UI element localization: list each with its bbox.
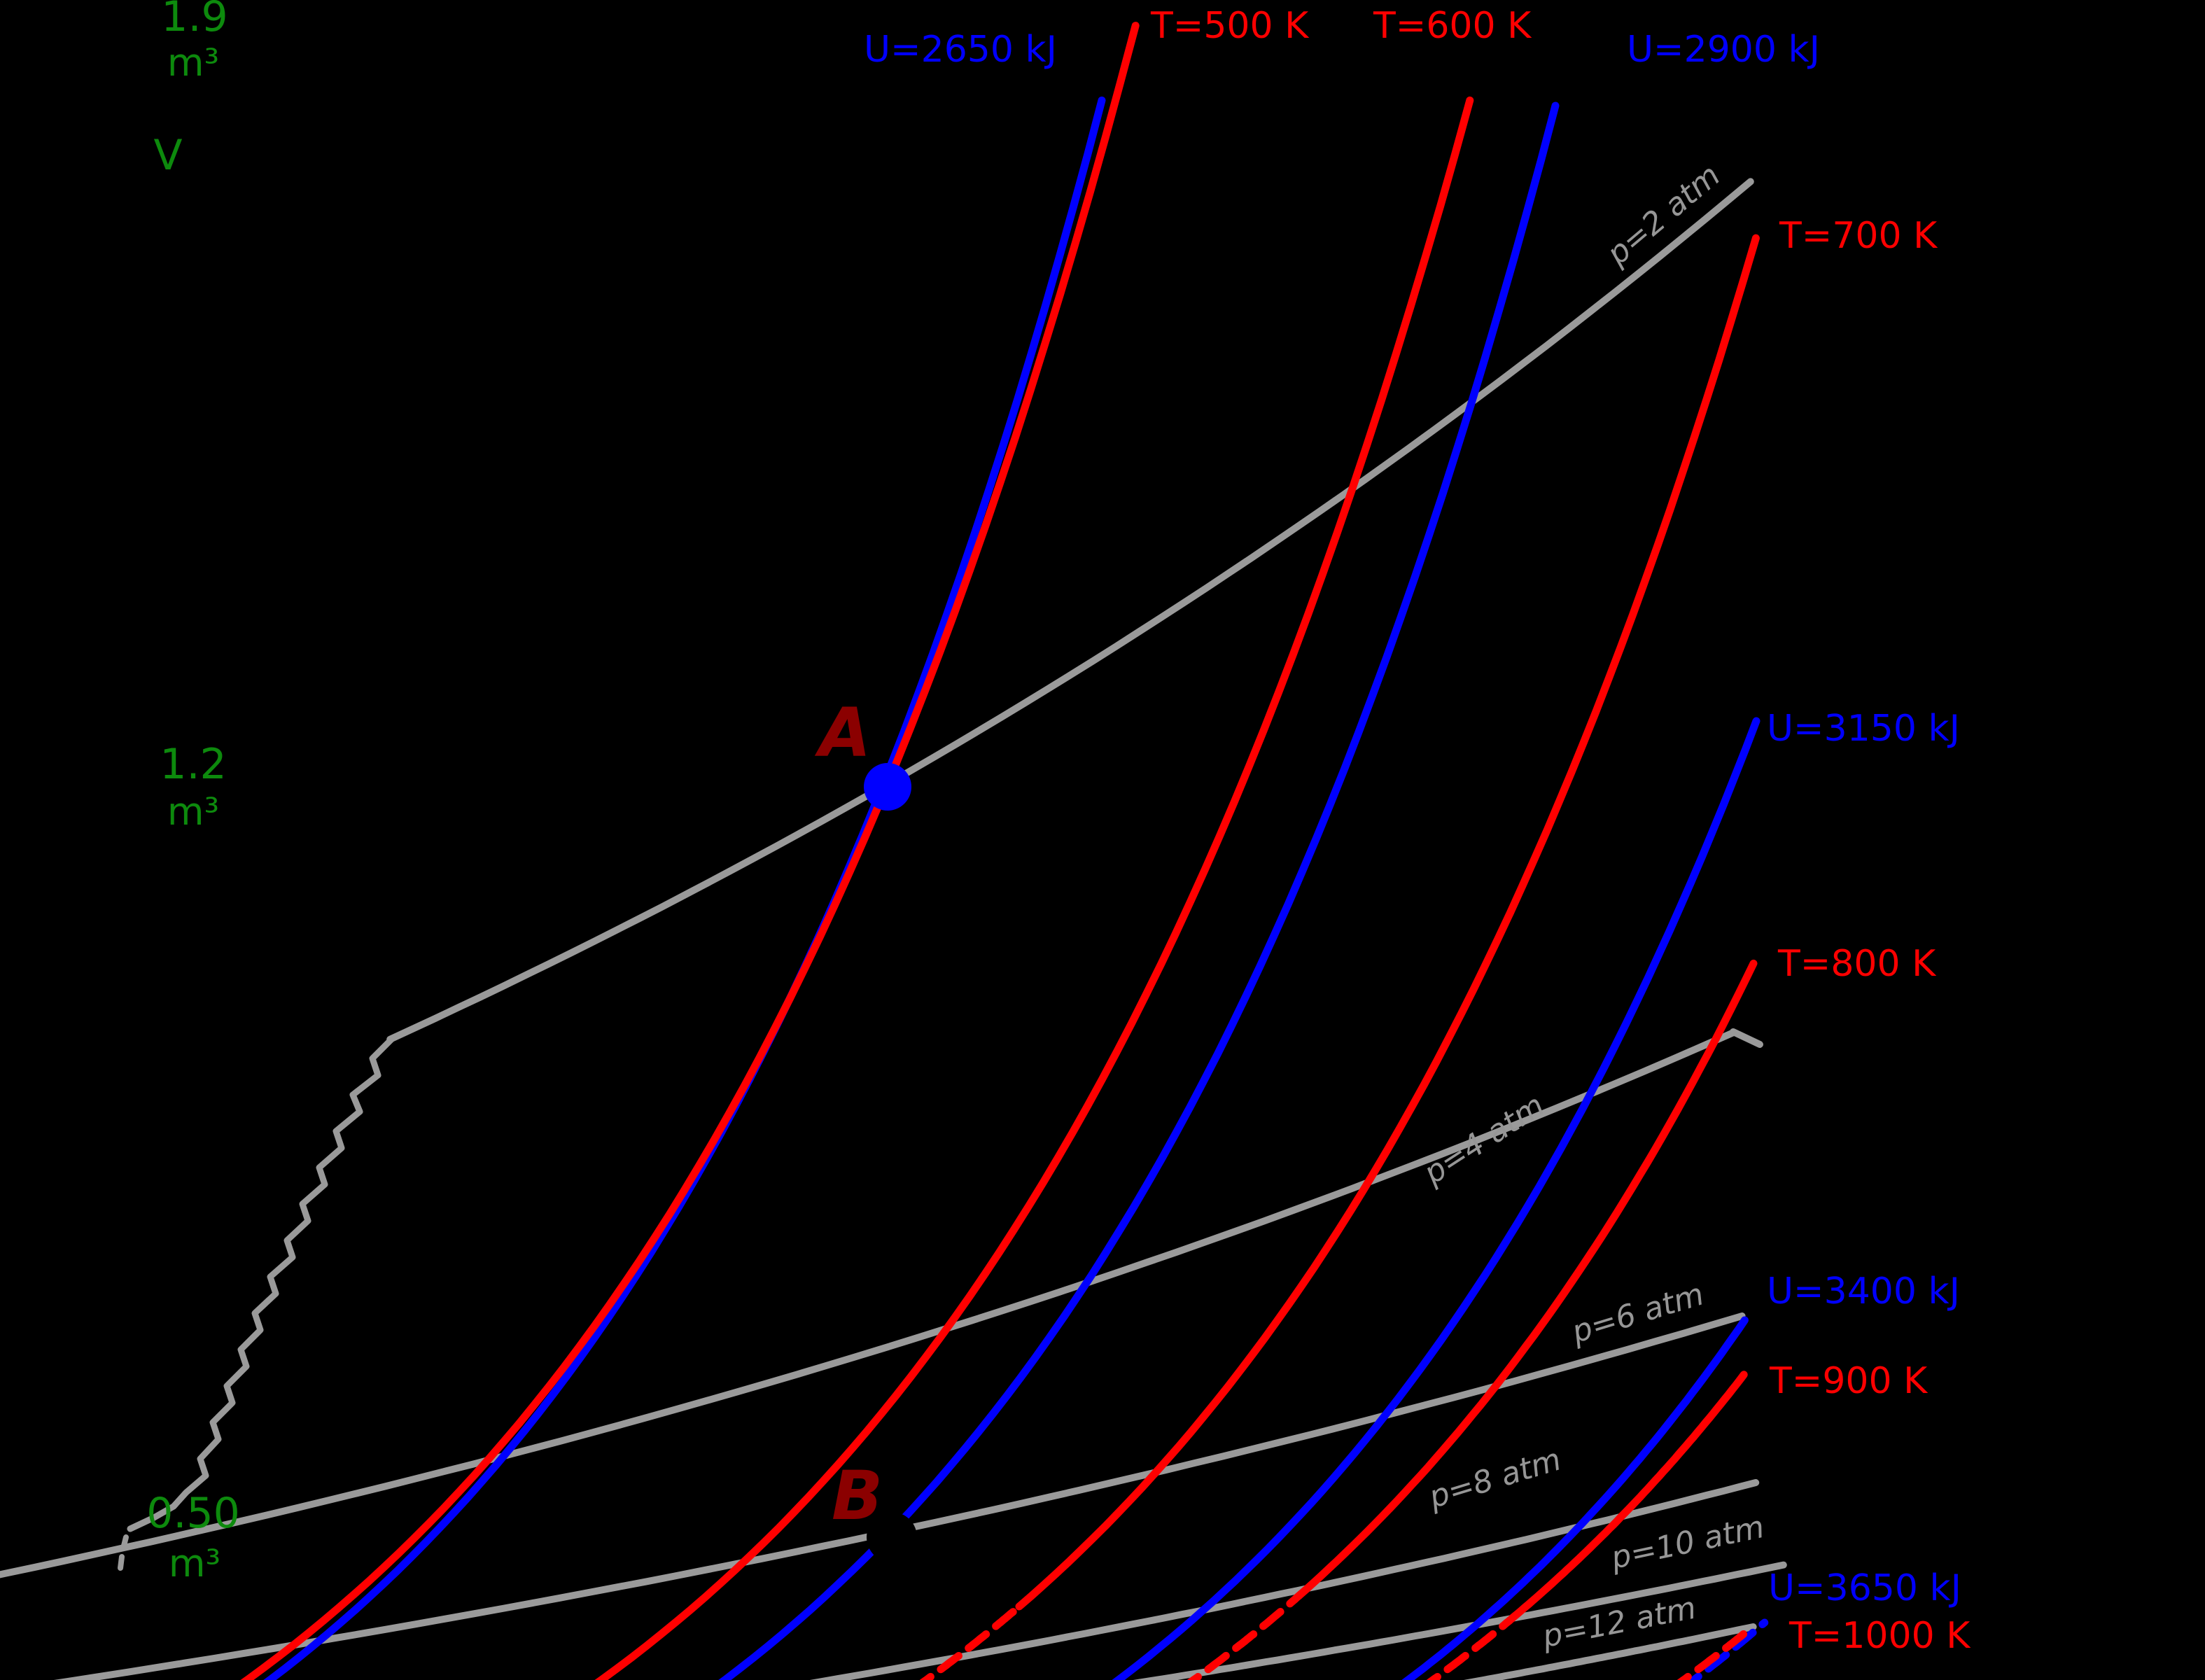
v-unit-1.9: m³: [167, 41, 219, 85]
energy-u2900: [718, 102, 1560, 1680]
v-tick-1.2: 1.2: [160, 740, 226, 789]
label-t500: T=500 K: [1150, 5, 1310, 47]
jagged-isobar-continuation: [127, 1035, 396, 1532]
isotherm-t700-dashed: [919, 1602, 1023, 1680]
isotherm-t900-dashed: [1426, 1613, 1518, 1680]
energy-u3650: [1687, 1618, 1769, 1680]
isotherm-t900: [1509, 1371, 1748, 1621]
point-B-dot: [867, 1512, 917, 1562]
label-t700: T=700 K: [1779, 215, 1938, 257]
label-u3650: U=3650 kJ: [1768, 1567, 1961, 1609]
label-t900: T=900 K: [1769, 1360, 1928, 1402]
label-point-A: A: [814, 694, 871, 772]
energy-u2650: [263, 96, 1106, 1680]
label-u3400: U=3400 kJ: [1767, 1270, 1960, 1312]
isotherm-t500: [240, 22, 1140, 1680]
isotherm-t1000: [1676, 1626, 1753, 1680]
isobar-p12: [1464, 1623, 1757, 1680]
label-u2900: U=2900 kJ: [1627, 29, 1820, 71]
label-u2650: U=2650 kJ: [864, 29, 1057, 71]
jagged-end-dash-1: [120, 1534, 129, 1551]
energy-u3150: [1112, 717, 1760, 1680]
isobar-p4-end-hook: [1730, 1028, 1763, 1048]
point-A-dot: [864, 763, 911, 811]
isotherm-t700: [1015, 234, 1760, 1611]
label-t600: T=600 K: [1373, 5, 1532, 47]
label-t1000: T=1000 K: [1788, 1615, 1971, 1657]
isobar-p8: [809, 1479, 1760, 1680]
isotherm-t800-dashed: [1186, 1592, 1303, 1680]
isobar-p4: [0, 1029, 1737, 1578]
label-u3150: U=3150 kJ: [1767, 708, 1960, 750]
v-unit-1.2: m³: [167, 790, 219, 834]
isobar-p2: [386, 178, 1754, 1043]
v-unit-0.50: m³: [169, 1541, 220, 1586]
label-t800: T=800 K: [1777, 943, 1937, 985]
jagged-end-dash-2: [118, 1554, 125, 1571]
isotherm-t600: [594, 96, 1474, 1680]
v-axis-label: V: [153, 131, 182, 180]
energy-u3400: [1401, 1316, 1749, 1680]
v-tick-1.9: 1.9: [161, 0, 227, 41]
isotherm-t800: [1294, 959, 1758, 1600]
label-point-B: B: [832, 1457, 883, 1535]
v-tick-0.50: 0.50: [146, 1489, 240, 1538]
